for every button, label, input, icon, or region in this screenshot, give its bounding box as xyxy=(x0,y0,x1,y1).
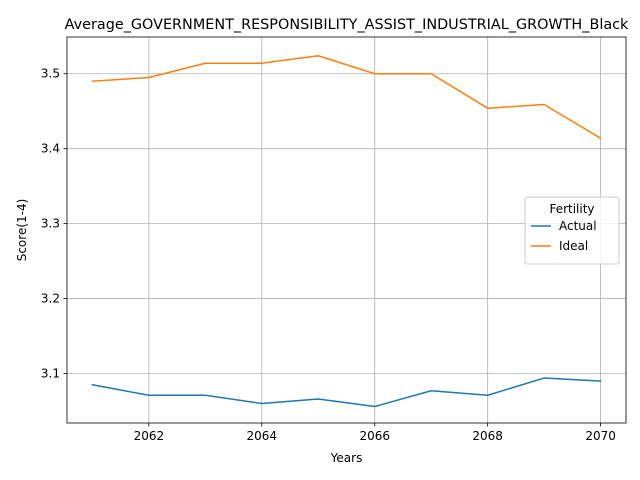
x-tick-label: 2068 xyxy=(472,429,503,443)
series-lines xyxy=(91,54,602,408)
plot-frame xyxy=(66,36,627,424)
legend-title: Fertility xyxy=(549,202,594,216)
y-tick-label: 3.2 xyxy=(41,292,60,306)
x-tick-label: 2066 xyxy=(359,429,390,443)
x-tick-label: 2070 xyxy=(585,429,616,443)
x-tick-label: 2062 xyxy=(134,429,165,443)
legend-label-actual: Actual xyxy=(559,219,597,233)
y-axis-label: Score(1-4) xyxy=(15,199,29,262)
y-tick-label: 3.4 xyxy=(41,142,60,156)
legend-items: Actual Ideal xyxy=(531,219,597,253)
x-tick-label: 2064 xyxy=(247,429,278,443)
series-line-actual xyxy=(91,377,602,408)
y-tick-label: 3.1 xyxy=(41,367,60,381)
y-tick-label: 3.3 xyxy=(41,217,60,231)
chart-title: Average_GOVERNMENT_RESPONSIBILITY_ASSIST… xyxy=(65,17,629,33)
legend-box xyxy=(524,196,620,265)
y-tick-label: 3.5 xyxy=(41,67,60,81)
legend-label-ideal: Ideal xyxy=(559,239,588,253)
legend: Fertility Actual Ideal xyxy=(524,196,620,265)
series-line-ideal xyxy=(91,54,602,140)
x-axis-label: Years xyxy=(330,451,363,465)
axis-ticks: 2062 2064 2066 2068 2070 3.1 3.2 3.3 3.4 3.5 xyxy=(41,67,616,443)
